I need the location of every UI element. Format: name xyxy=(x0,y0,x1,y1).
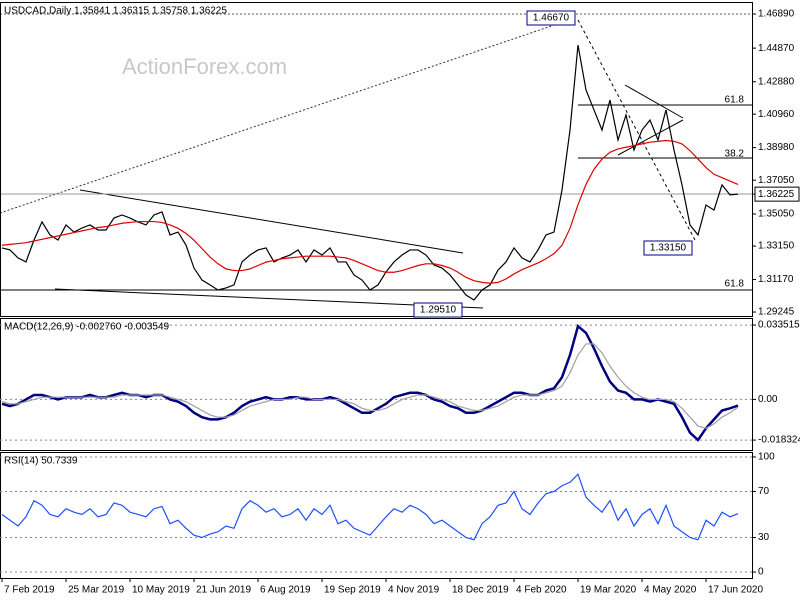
series-line xyxy=(1,139,739,284)
panel-label: RSI(14) 50.7339 xyxy=(4,456,78,467)
series-line xyxy=(1,343,739,429)
y-tick-label: 1.46890 xyxy=(758,9,795,20)
y-tick-label: 1.37050 xyxy=(758,175,795,186)
x-tick-label: 6 Aug 2019 xyxy=(260,585,311,596)
annotation-box xyxy=(413,302,463,318)
y-tick-label: 30 xyxy=(758,532,770,543)
y-tick-label: 1.42880 xyxy=(758,76,795,87)
annotation: 1.46670 xyxy=(533,13,570,24)
annotation-box xyxy=(526,10,576,26)
panel-label: MACD(12,26,9) -0.002760 -0.003549 xyxy=(4,322,170,333)
x-tick-label: 19 Sep 2019 xyxy=(324,585,381,596)
annotation: 61.8 xyxy=(725,279,745,290)
annotation: 1.29510 xyxy=(420,305,457,316)
y-tick-label: 1.33150 xyxy=(758,241,795,252)
trend-line xyxy=(617,119,684,156)
annotation: 1.33150 xyxy=(650,243,687,254)
x-tick-label: 7 Feb 2019 xyxy=(4,585,55,596)
x-tick-label: 4 Feb 2020 xyxy=(516,585,567,596)
watermark: ActionForex.com xyxy=(122,54,287,79)
y-tick-label: 0.033515 xyxy=(758,320,800,331)
trend-line xyxy=(0,17,576,214)
x-tick-label: 21 Jun 2019 xyxy=(196,585,251,596)
current-price-box xyxy=(754,186,800,202)
x-tick-label: 4 Nov 2019 xyxy=(388,585,440,596)
panel-frame xyxy=(0,452,753,579)
y-tick-label: 70 xyxy=(758,486,770,497)
y-tick-label: 1.35050 xyxy=(758,209,795,220)
trend-line xyxy=(79,189,464,254)
trend-line xyxy=(54,288,484,309)
y-tick-label: 1.44870 xyxy=(758,43,795,54)
panel-frame xyxy=(0,318,753,451)
y-tick-label: 1.38980 xyxy=(758,142,795,153)
y-tick-label: 0.00 xyxy=(758,394,778,405)
series-line xyxy=(1,473,739,541)
trend-line xyxy=(624,84,684,119)
series-line xyxy=(1,44,739,301)
x-tick-label: 18 Dec 2019 xyxy=(452,585,509,596)
x-tick-label: 25 Mar 2019 xyxy=(68,585,125,596)
annotation: 61.8 xyxy=(725,95,745,106)
y-tick-label: 1.31170 xyxy=(758,274,794,285)
series-line xyxy=(1,324,739,442)
panel-label: USDCAD,Daily 1.35841 1.36315 1.35758 1.3… xyxy=(4,6,227,17)
x-tick-label: 19 Mar 2020 xyxy=(580,585,637,596)
x-tick-label: 10 May 2019 xyxy=(132,585,190,596)
x-tick-label: 17 Jun 2020 xyxy=(708,585,763,596)
annotation-box xyxy=(643,240,693,256)
trend-line xyxy=(577,19,696,241)
annotation: 38.2 xyxy=(725,149,745,160)
x-tick-label: 4 May 2020 xyxy=(644,585,697,596)
y-tick-label: 1.40960 xyxy=(758,109,795,120)
panel-frame xyxy=(0,2,753,317)
y-tick-label: -0.018324 xyxy=(758,435,800,446)
y-tick-label: 0 xyxy=(758,567,764,578)
y-tick-label: 100 xyxy=(758,452,775,463)
y-tick-label: 1.29245 xyxy=(758,307,795,318)
y-tick-label: 1.36225 xyxy=(758,189,795,200)
